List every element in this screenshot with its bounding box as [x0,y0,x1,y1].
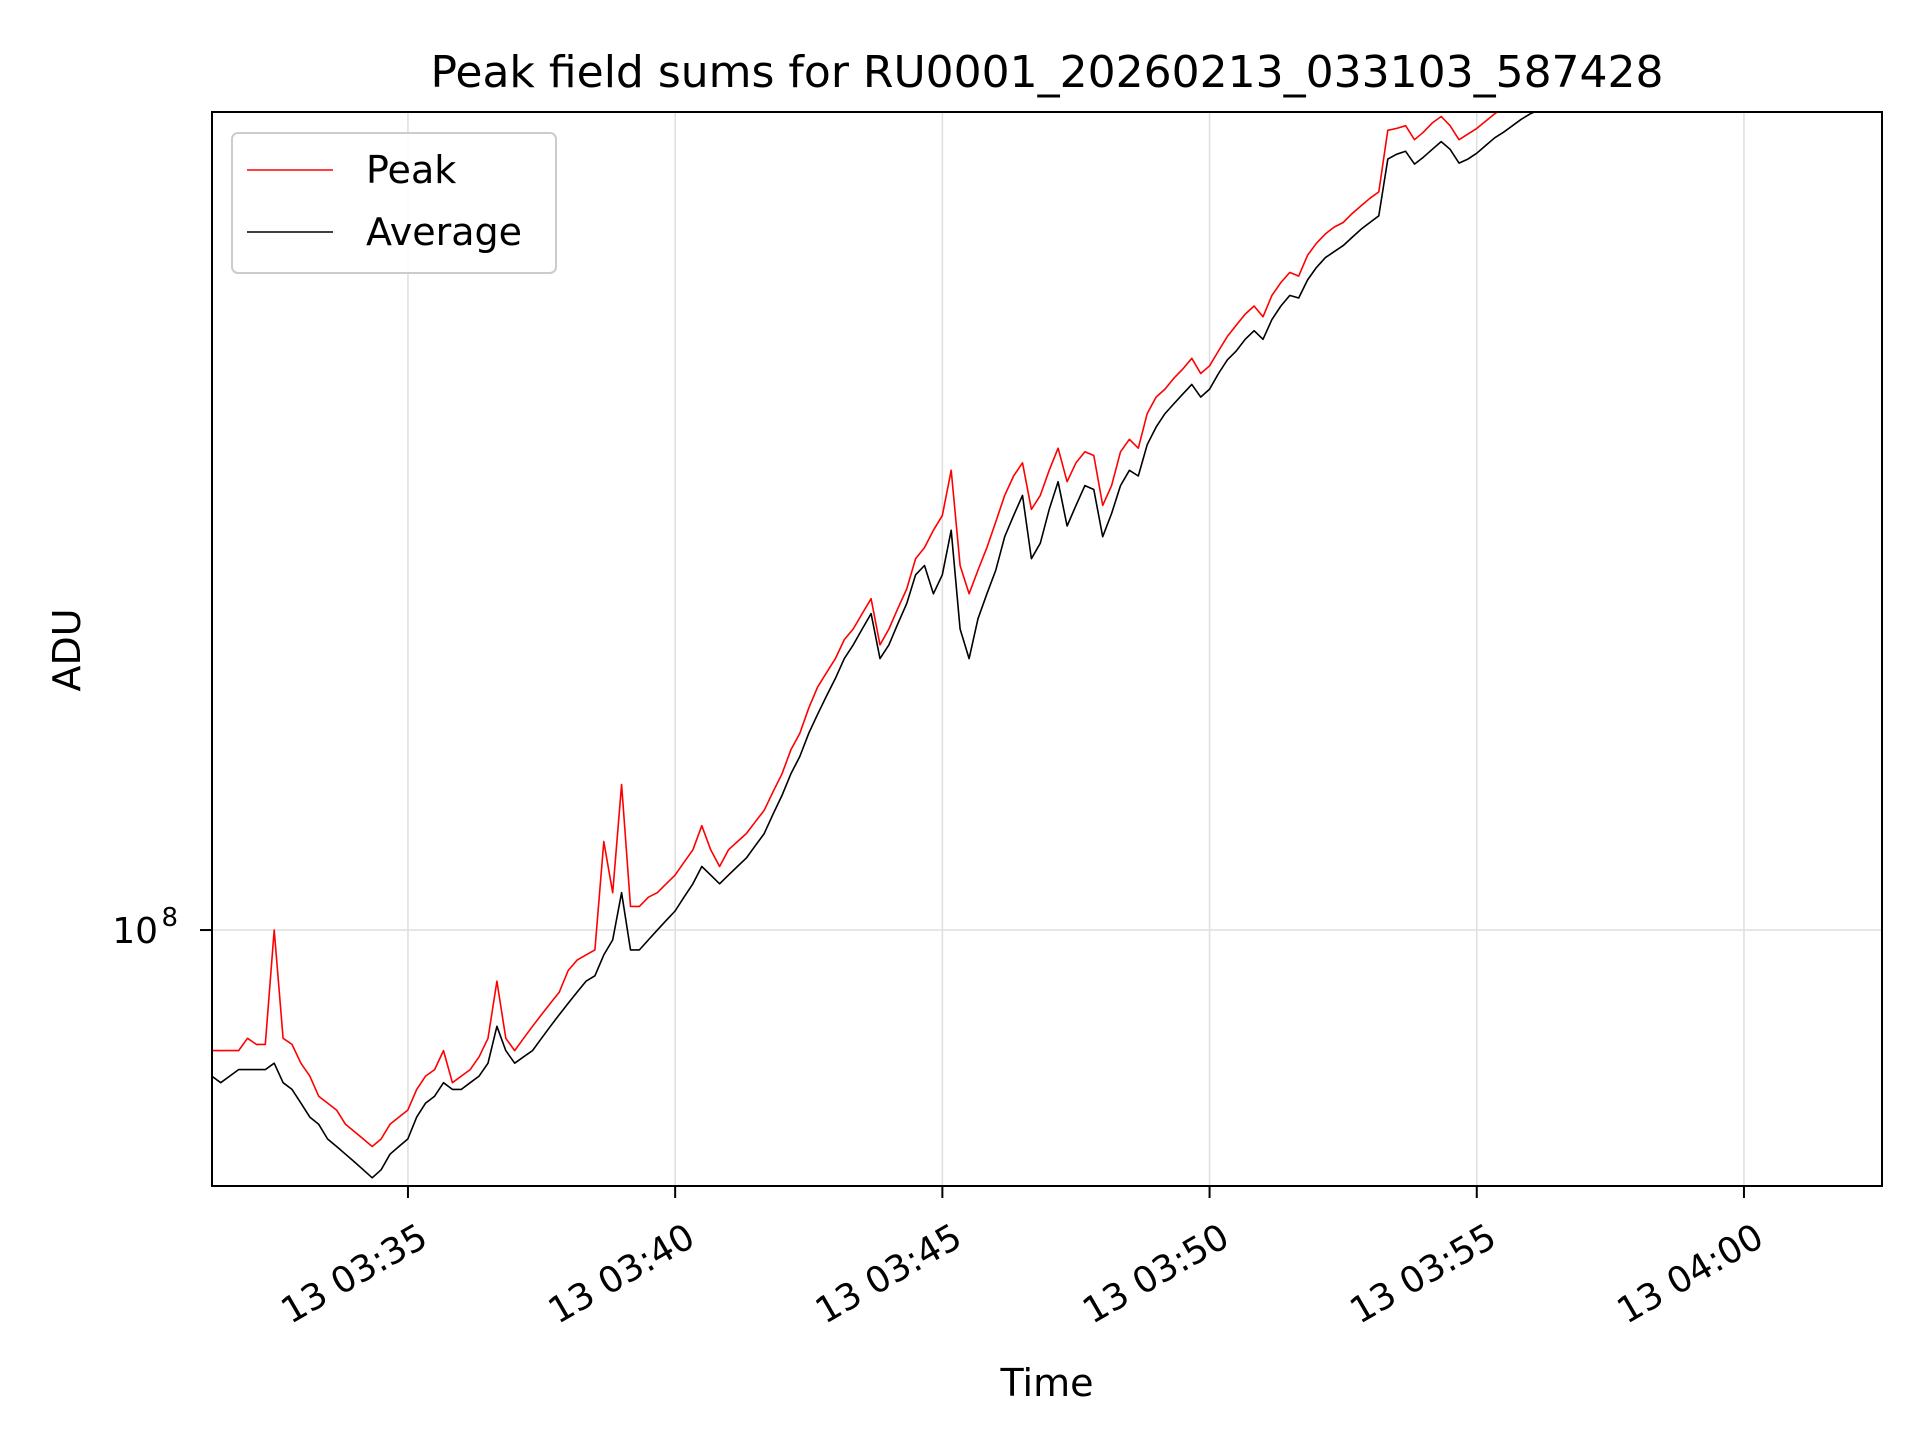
series-line-average [212,112,1537,1179]
x-axis-label: Time [1000,1361,1094,1405]
legend-peak-label: Peak [366,148,456,192]
legend-box [231,132,557,274]
chart-title: Peak field sums for RU0001_20260213_0331… [430,47,1663,98]
y-axis-label: ADU [45,608,89,691]
grid [212,112,1882,1186]
y-tick-label: 10 [112,911,158,952]
y-tick-base: 10 [112,911,158,952]
legend: Peak Average [231,132,557,274]
y-tick-exponent: 8 [161,903,178,933]
legend-average-label: Average [366,210,522,254]
plot-frame [211,111,1883,1187]
